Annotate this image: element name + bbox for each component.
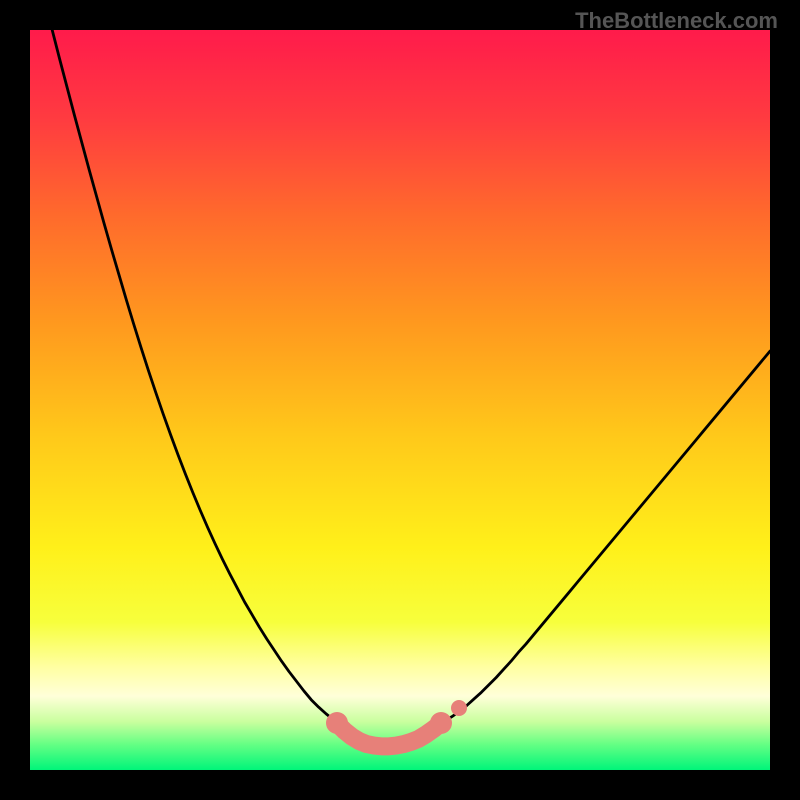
marker-0 xyxy=(326,712,348,734)
curve-left xyxy=(52,30,341,724)
marker-1 xyxy=(430,712,452,734)
curve-right xyxy=(437,351,770,724)
curve-svg xyxy=(30,30,770,770)
bottleneck-band xyxy=(337,723,441,746)
plot-area xyxy=(30,30,770,770)
marker-2 xyxy=(451,700,467,716)
chart-frame xyxy=(30,30,770,770)
watermark-label: TheBottleneck.com xyxy=(575,8,778,34)
